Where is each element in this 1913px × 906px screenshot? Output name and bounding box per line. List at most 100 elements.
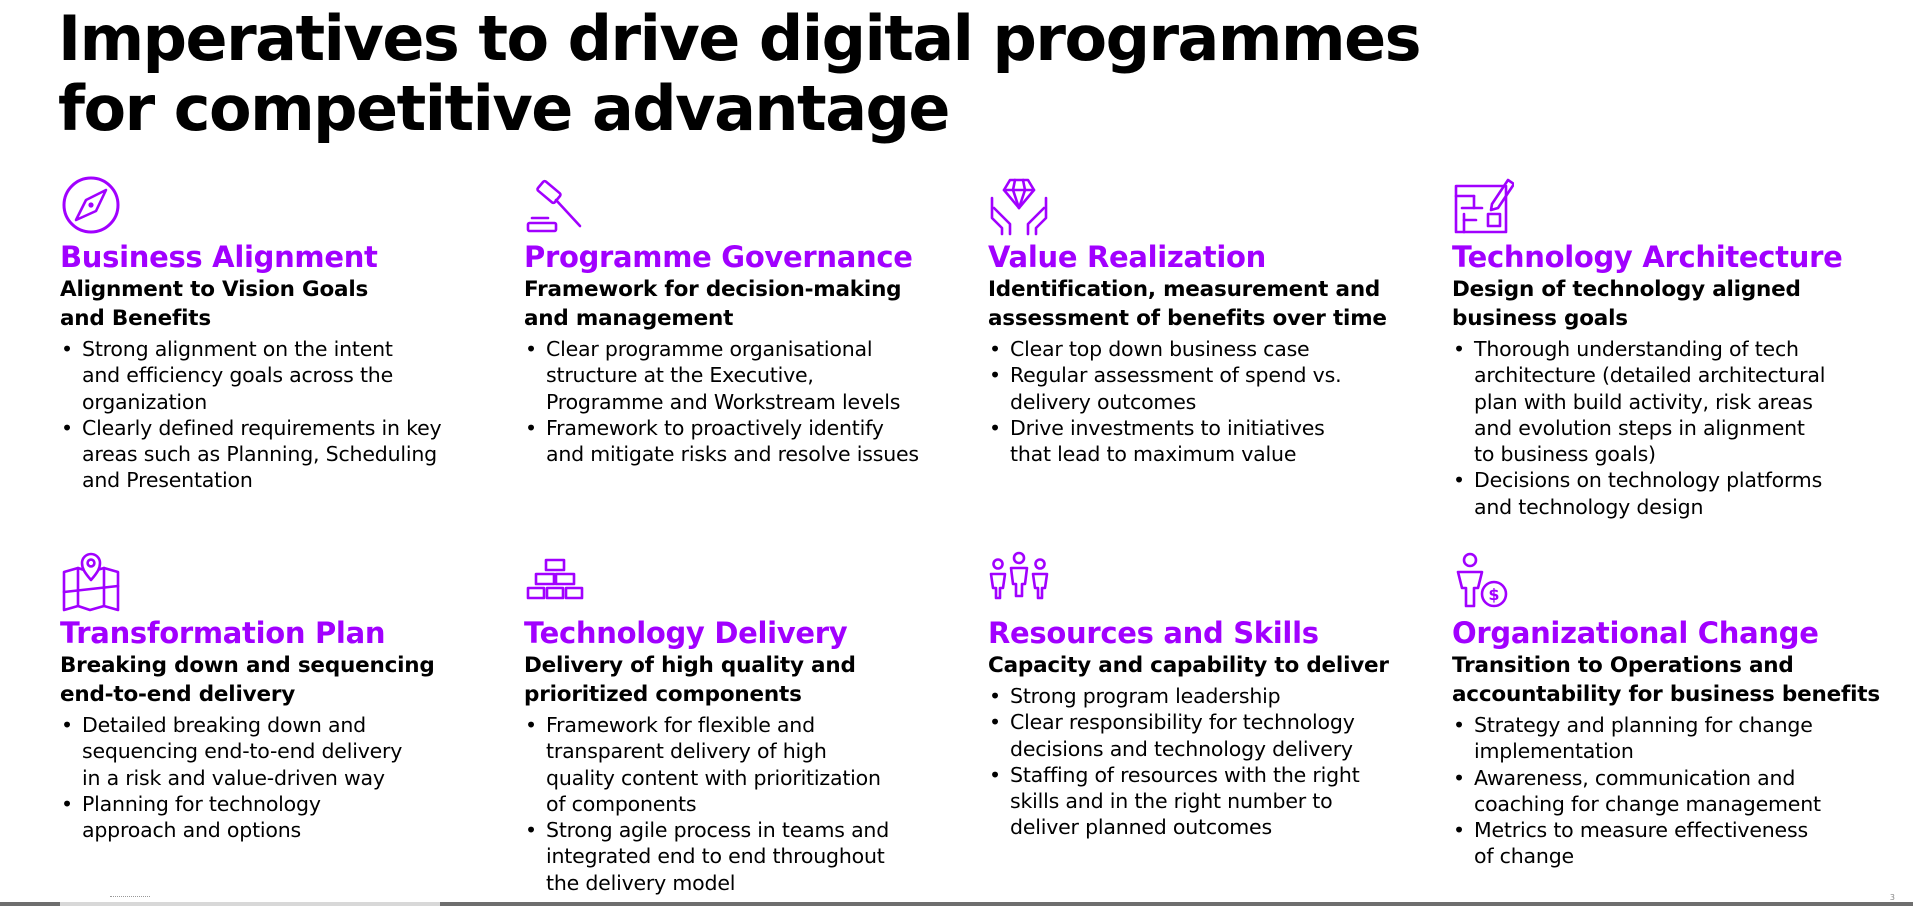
bullet-line: and technology design	[1474, 494, 1704, 519]
bullet-line: integrated end to end throughout	[546, 844, 885, 869]
imperative-card: $ Organizational Change Transition to Oper…	[1452, 550, 1907, 870]
bullet-item: Regular assessment of spend vs.delivery …	[988, 362, 1443, 415]
bullet-line: sequencing end-to-end delivery	[82, 739, 403, 764]
card-subtitle-line: end-to-end delivery	[60, 682, 296, 707]
page-number: 3	[1889, 893, 1895, 902]
bullet-line: of components	[546, 791, 697, 816]
imperative-card: Transformation Plan Breaking down and seq…	[60, 550, 515, 843]
card-title: Business Alignment	[60, 240, 378, 274]
card-subtitle-line: prioritized components	[524, 682, 802, 707]
footer-bar	[0, 902, 1913, 906]
bullet-line: Framework for flexible and	[546, 713, 815, 737]
bullet-line: Detailed breaking down and	[82, 713, 366, 737]
bullet-item: Staffing of resources with the rightskil…	[988, 762, 1443, 841]
page-title-line-1: Imperatives to drive digital programmes	[58, 2, 1422, 75]
bullet-line: Decisions on technology platforms	[1474, 468, 1823, 493]
bullet-line: of change	[1474, 844, 1574, 869]
map-pin-icon	[60, 550, 122, 612]
bullet-item: Strategy and planning for changeimplemen…	[1452, 712, 1907, 765]
bullet-line: approach and options	[82, 818, 302, 843]
card-subtitle: Breaking down and sequencing end-to-end d…	[60, 651, 515, 709]
imperative-card: Business Alignment Alignment to Vision Go…	[60, 174, 515, 494]
compass-icon	[60, 174, 122, 236]
bullet-line: skills and in the right number to	[1010, 789, 1333, 814]
card-subtitle-line: Breaking down and sequencing	[60, 653, 435, 678]
bullet-line: and evolution steps in alignment	[1474, 415, 1805, 440]
page-title: Imperatives to drive digital programmes …	[58, 4, 1458, 144]
bullet-line: in a risk and value-driven way	[82, 765, 385, 790]
bullet-line: decisions and technology delivery	[1010, 736, 1353, 761]
bullet-line: implementation	[1474, 739, 1634, 764]
bullet-item: Strong program leadership	[988, 683, 1443, 710]
card-subtitle-line: Alignment to Vision Goals	[60, 277, 369, 302]
bullet-line: Regular assessment of spend vs.	[1010, 363, 1342, 388]
bullet-item: Clear responsibility for technologydecis…	[988, 709, 1443, 762]
bullet-line: Clearly defined requirements in key	[82, 415, 442, 440]
svg-text:$: $	[1488, 585, 1499, 604]
bullet-line: and efficiency goals across the	[82, 363, 393, 388]
bullet-list: Clear top down business caseRegular asse…	[988, 336, 1443, 467]
card-subtitle-line: Capacity and capability to deliver	[988, 653, 1389, 678]
bullet-line: structure at the Executive,	[546, 363, 814, 388]
bullet-line: transparent delivery of high	[546, 739, 827, 764]
card-subtitle: Transition to Operations and accountabili…	[1452, 651, 1907, 709]
bullet-line: Planning for technology	[82, 791, 321, 816]
bullet-list: Strategy and planning for changeimplemen…	[1452, 712, 1907, 870]
bullet-line: Thorough understanding of tech	[1474, 337, 1799, 361]
bullet-line: plan with build activity, risk areas	[1474, 389, 1813, 414]
card-subtitle-line: accountability for business benefits	[1452, 682, 1880, 707]
bullet-item: Clear top down business case	[988, 336, 1443, 363]
bullet-line: Strong program leadership	[1010, 684, 1281, 708]
card-title: Technology Delivery	[524, 616, 848, 650]
bullet-item: Clear programme organisationalstructure …	[524, 336, 979, 415]
bullet-list: Thorough understanding of techarchitectu…	[1452, 336, 1907, 520]
blueprint-icon	[1452, 174, 1514, 236]
bullet-line: Clear top down business case	[1010, 337, 1310, 361]
people-group-icon	[988, 550, 1050, 612]
footer-marks	[110, 896, 150, 898]
card-subtitle: Delivery of high quality and prioritized …	[524, 651, 979, 709]
card-subtitle-line: Framework for decision-making	[524, 277, 902, 302]
card-subtitle: Alignment to Vision Goals and Benefits	[60, 275, 515, 333]
imperative-card: Value Realization Identification, measure…	[988, 174, 1443, 467]
bullet-line: Strategy and planning for change	[1474, 713, 1813, 737]
bullet-line: Drive investments to initiatives	[1010, 415, 1325, 440]
card-subtitle: Framework for decision-making and managem…	[524, 275, 979, 333]
bullet-item: Strong agile process in teams andintegra…	[524, 817, 979, 896]
person-dollar-icon: $	[1452, 550, 1514, 612]
bricks-icon	[524, 550, 586, 612]
bullet-line: quality content with prioritization	[546, 765, 881, 790]
bullet-line: architecture (detailed architectural	[1474, 363, 1826, 388]
page-title-line-2: for competitive advantage	[58, 72, 950, 145]
bullet-list: Strong program leadershipClear responsib…	[988, 683, 1443, 841]
bullet-line: Metrics to measure effectiveness	[1474, 818, 1808, 843]
gavel-icon	[524, 174, 586, 236]
bullet-list: Clear programme organisationalstructure …	[524, 336, 979, 467]
card-title: Organizational Change	[1452, 616, 1819, 650]
bullet-line: Strong agile process in teams and	[546, 818, 890, 843]
bullet-line: deliver planned outcomes	[1010, 815, 1272, 840]
bullet-line: Clear programme organisational	[546, 337, 873, 361]
imperative-card: Technology Delivery Delivery of high qual…	[524, 550, 979, 896]
card-subtitle: Identification, measurement and assessmen…	[988, 275, 1443, 333]
card-subtitle-line: Identification, measurement and	[988, 277, 1381, 302]
card-title: Resources and Skills	[988, 616, 1319, 650]
footer-bar-light-segment	[60, 902, 440, 906]
bullet-item: Thorough understanding of techarchitectu…	[1452, 336, 1907, 467]
bullet-line: Staffing of resources with the right	[1010, 762, 1360, 787]
card-subtitle-line: Transition to Operations and	[1452, 653, 1794, 678]
bullet-item: Clearly defined requirements in keyareas…	[60, 415, 515, 494]
bullet-line: coaching for change management	[1474, 791, 1821, 816]
imperative-card: Programme Governance Framework for decisi…	[524, 174, 979, 467]
bullet-line: areas such as Planning, Scheduling	[82, 442, 437, 467]
